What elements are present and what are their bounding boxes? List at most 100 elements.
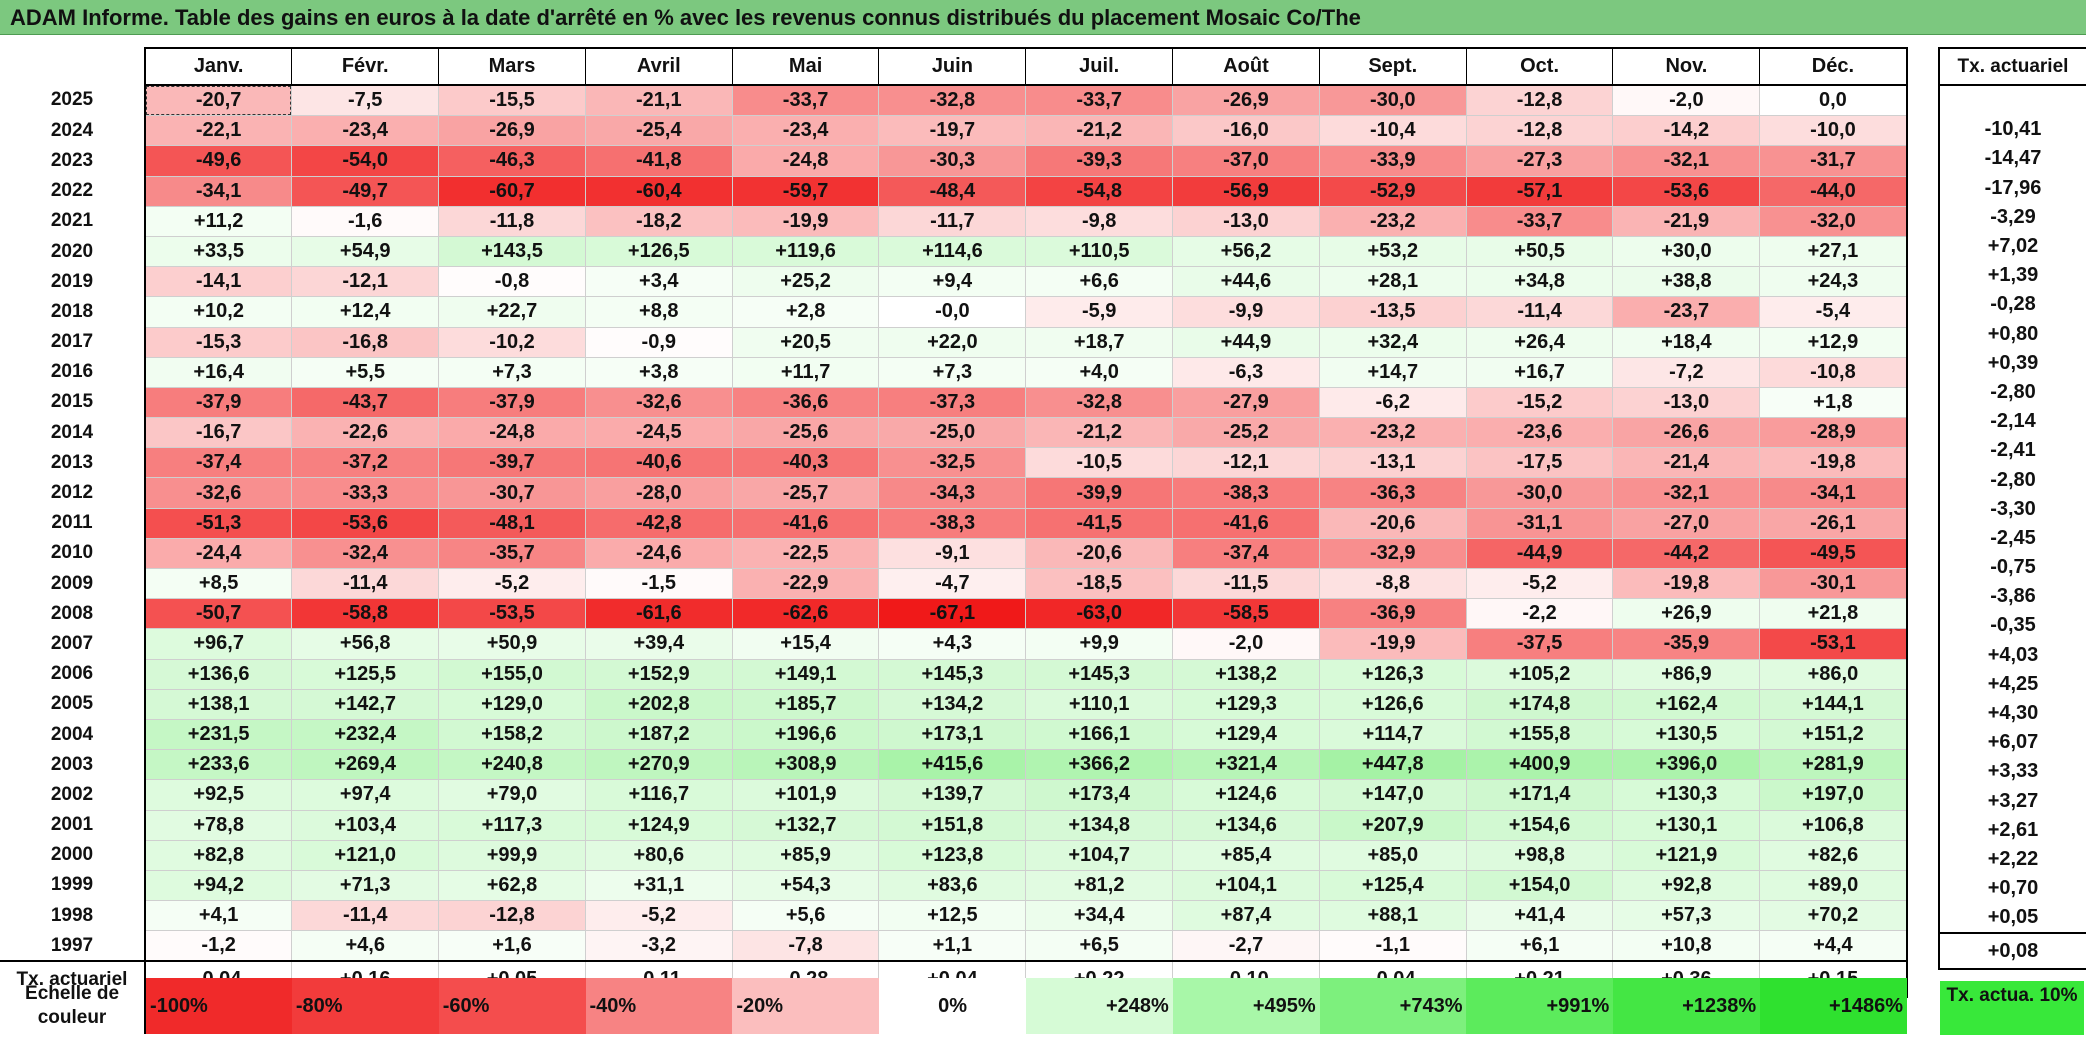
color-scale-step: +1486%: [1760, 978, 1907, 1034]
gain-cell: +145,3: [878, 658, 1027, 690]
gain-cell: +56,2: [1172, 235, 1320, 268]
gain-cell: -32,5: [878, 447, 1027, 479]
month-header: Nov.: [1612, 47, 1761, 86]
gain-cell: -28,9: [1759, 417, 1908, 449]
gain-cell: -52,9: [1318, 175, 1467, 207]
gains-table: Janv. Févr. Mars Avril Mai Juin Juil. Août Sept.…: [0, 47, 1908, 999]
gain-cell: -53,5: [438, 598, 586, 630]
gain-cell: -5,2: [438, 567, 586, 600]
gain-cell: +34,4: [1025, 900, 1174, 932]
gain-cell: -54,0: [291, 145, 440, 177]
gain-cell: +30,0: [1612, 235, 1761, 268]
gain-cell: +70,2: [1759, 900, 1908, 932]
gain-cell: -2,2: [1465, 598, 1614, 630]
gain-cell: -23,4: [731, 115, 880, 147]
year-label: 2024: [0, 115, 146, 146]
gain-cell: -41,6: [1172, 507, 1320, 539]
gain-cell: -21,9: [1612, 205, 1761, 237]
gain-cell: -40,6: [584, 447, 733, 479]
gain-cell: -18,5: [1025, 567, 1174, 600]
rate-row: +0,39: [1938, 348, 2086, 378]
gain-cell: +162,4: [1612, 688, 1761, 720]
gain-cell: +142,7: [291, 688, 440, 720]
rate-row: -3,29: [1938, 202, 2086, 232]
gain-cell: +101,9: [731, 779, 880, 811]
table-row: 2005 +138,1 +142,7 +129,0 +202,8 +185,7 +134,2…: [0, 688, 1908, 720]
gain-cell: +4,3: [878, 628, 1027, 660]
rate-cell: +0,39: [1938, 348, 2086, 378]
gain-cell: +87,4: [1172, 900, 1320, 932]
gain-cell: -9,1: [878, 537, 1027, 570]
gain-cell: -32,6: [584, 386, 733, 419]
gain-cell: -20,7: [144, 84, 293, 117]
gain-cell: +110,5: [1025, 235, 1174, 268]
gain-cell: -5,2: [584, 900, 733, 932]
gain-cell: -39,9: [1025, 477, 1174, 509]
rate-row: -2,45: [1938, 523, 2086, 553]
rate-row: -0,75: [1938, 553, 2086, 583]
gain-cell: +400,9: [1465, 749, 1614, 781]
gain-cell: +106,8: [1759, 809, 1908, 841]
gain-cell: +25,2: [731, 266, 880, 298]
gain-cell: +71,3: [291, 869, 440, 902]
gain-cell: -58,8: [291, 598, 440, 630]
gain-cell: -11,7: [878, 205, 1027, 237]
gain-cell: +4,6: [291, 930, 440, 963]
rate-cell: +0,70: [1938, 874, 2086, 904]
month-header: Juin: [878, 47, 1027, 86]
color-scale-label: Echelle de couleur: [0, 978, 147, 1034]
gain-cell: +41,4: [1465, 900, 1614, 932]
gain-cell: -34,1: [144, 175, 293, 207]
gain-cell: -35,9: [1612, 628, 1761, 660]
gain-cell: -9,9: [1172, 296, 1320, 328]
month-header: Déc.: [1759, 47, 1908, 86]
gain-cell: +114,6: [878, 235, 1027, 268]
gain-cell: -35,7: [438, 537, 586, 570]
gain-cell: -20,6: [1025, 537, 1174, 570]
rate-row: +0,70: [1938, 874, 2086, 904]
gain-cell: +6,1: [1465, 930, 1614, 963]
rate-cell: +2,22: [1938, 844, 2086, 875]
rate-row: -14,47: [1938, 144, 2086, 174]
gain-cell: -23,6: [1465, 417, 1614, 449]
month-header: Oct.: [1465, 47, 1614, 86]
gain-cell: +143,5: [438, 235, 586, 268]
rate-row: +2,61: [1938, 815, 2086, 845]
gain-cell: -49,7: [291, 175, 440, 207]
gain-cell: -7,8: [731, 930, 880, 963]
gain-cell: +82,8: [144, 839, 293, 871]
gain-cell: +94,2: [144, 869, 293, 902]
rate-row: +0,05: [1938, 903, 2086, 935]
gain-cell: -14,1: [144, 266, 293, 298]
gain-cell: +50,5: [1465, 235, 1614, 268]
gain-cell: -18,2: [584, 205, 733, 237]
gain-cell: +62,8: [438, 869, 586, 902]
gain-cell: +88,1: [1318, 900, 1467, 932]
gain-cell: +116,7: [584, 779, 733, 811]
rate-cell: -17,96: [1938, 173, 2086, 203]
rate-cell: -3,29: [1938, 202, 2086, 232]
table-row: 2018 +10,2 +12,4 +22,7 +8,8 +2,8 -0,0 -5,9 -9,9-…: [0, 296, 1908, 328]
gain-cell: +125,5: [291, 658, 440, 690]
gain-cell: -25,7: [731, 477, 880, 509]
gain-cell: +38,8: [1612, 266, 1761, 298]
gain-cell: +21,8: [1759, 598, 1908, 630]
gain-cell: -37,9: [144, 386, 293, 419]
gain-cell: +12,5: [878, 900, 1027, 932]
gain-cell: -32,8: [1025, 386, 1174, 419]
gain-cell: -9,8: [1025, 205, 1174, 237]
gain-cell: -60,4: [584, 175, 733, 207]
gain-cell: +24,3: [1759, 266, 1908, 298]
gain-cell: -32,8: [878, 84, 1027, 117]
table-row: 2019 -14,1 -12,1 -0,8 +3,4 +25,2 +9,4 +6,6 +44,6…: [0, 266, 1908, 298]
gain-cell: -16,7: [144, 417, 293, 449]
table-row: 2011 -51,3 -53,6 -48,1 -42,8 -41,6 -38,3 -41,5-…: [0, 507, 1908, 539]
gain-cell: +92,5: [144, 779, 293, 811]
gain-cell: -19,8: [1759, 447, 1908, 479]
rate-cell: +4,25: [1938, 669, 2086, 699]
gains-table-body: 2025 -20,7 -7,5 -15,5 -21,1 -33,7 -32,8 -33,7 -2…: [0, 84, 1908, 999]
year-label: 2021: [0, 206, 146, 237]
table-row: 2001 +78,8 +103,4 +117,3 +124,9 +132,7 +151,8 +…: [0, 809, 1908, 841]
gain-cell: -51,3: [144, 507, 293, 539]
rate-cell: -14,47: [1938, 144, 2086, 174]
